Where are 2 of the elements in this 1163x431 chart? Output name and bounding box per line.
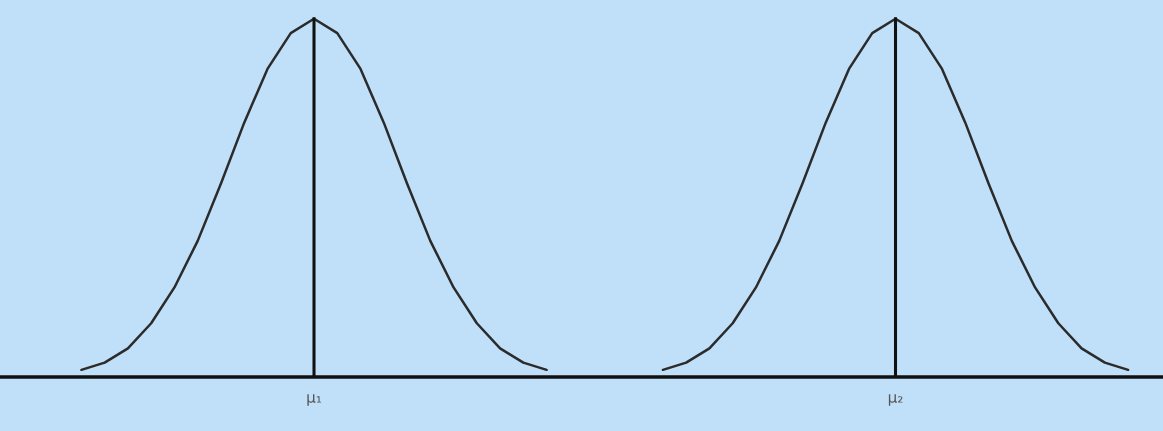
x-tick-label: μ₂ — [888, 394, 903, 406]
x-tick-label: μ₁ — [307, 394, 322, 406]
